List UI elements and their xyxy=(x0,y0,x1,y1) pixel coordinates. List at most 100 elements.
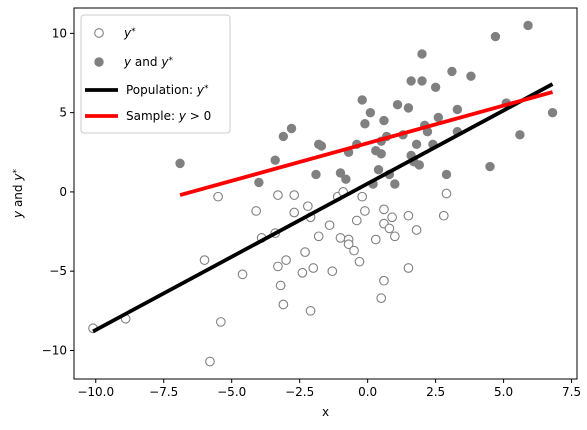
observed-point-19 xyxy=(376,149,386,159)
observed-point-47 xyxy=(515,130,525,140)
latent-point-10 xyxy=(273,190,283,200)
observed-point-33 xyxy=(417,49,427,59)
observed-point-7 xyxy=(316,141,327,151)
x-tick-label-6: 5.0 xyxy=(494,385,513,399)
lines-layer xyxy=(92,82,554,334)
legend-label-population: Population: y* xyxy=(126,83,209,97)
latent-point-48 xyxy=(441,188,452,199)
observed-point-32 xyxy=(417,76,427,86)
y-axis-label: y and y* xyxy=(11,169,25,219)
observed-point-4 xyxy=(286,123,297,134)
latent-point-47 xyxy=(438,210,449,221)
legend-label-sample: Sample: y > 0 xyxy=(126,109,211,123)
observed-point-1 xyxy=(254,177,264,188)
latent-point-11 xyxy=(273,261,283,272)
observed-point-17 xyxy=(373,165,384,175)
x-tick-label-1: −7.5 xyxy=(149,385,178,399)
latent-point-3 xyxy=(205,356,215,367)
observed-point-45 xyxy=(490,31,501,42)
observed-point-0 xyxy=(175,158,185,169)
x-axis-label: x xyxy=(322,405,329,419)
latent-point-35 xyxy=(360,206,370,216)
y-tick-label-2: 0 xyxy=(59,185,67,199)
observed-point-26 xyxy=(403,103,414,113)
latent-point-30 xyxy=(343,239,354,250)
observed-point-27 xyxy=(406,76,416,86)
observed-point-30 xyxy=(411,139,422,150)
latent-point-40 xyxy=(379,204,389,215)
y-ticks: −10 −5 0 5 10 xyxy=(42,26,74,357)
observed-point-13 xyxy=(360,119,370,129)
plot-frame xyxy=(73,7,578,380)
x-tick-label-0: −10.0 xyxy=(77,385,114,399)
observed-point-14 xyxy=(365,107,376,118)
latent-point-41 xyxy=(384,223,395,234)
latent-point-15 xyxy=(289,190,300,200)
latent-point-18 xyxy=(300,247,310,258)
observed-point-44 xyxy=(485,161,495,172)
latent-point-31 xyxy=(349,245,359,256)
observed-point-38 xyxy=(433,112,444,123)
latent-point-32 xyxy=(351,215,362,226)
latent-point-16 xyxy=(289,207,300,218)
latent-point-23 xyxy=(313,231,324,242)
x-tick-label-7: 7.5 xyxy=(562,385,581,399)
observed-point-24 xyxy=(392,100,403,110)
observed-point-20 xyxy=(379,115,389,126)
sample-line xyxy=(179,90,554,197)
observed-point-8 xyxy=(335,168,346,178)
latent-point-12 xyxy=(275,280,286,291)
observed-point-23 xyxy=(390,179,400,189)
latent-point-6 xyxy=(237,269,248,280)
latent-point-43 xyxy=(389,231,400,242)
observed-point-3 xyxy=(278,131,289,142)
legend-marker-observed xyxy=(94,57,104,67)
latent-point-34 xyxy=(357,191,368,202)
latent-point-25 xyxy=(327,266,338,277)
latent-point-13 xyxy=(278,299,289,310)
latent-point-42 xyxy=(387,212,397,223)
x-tick-label-5: 2.5 xyxy=(426,385,445,399)
latent-point-24 xyxy=(324,220,335,231)
observed-point-9 xyxy=(341,174,351,184)
y-tick-label-4: 10 xyxy=(52,26,67,40)
observed-point-42 xyxy=(452,104,463,115)
y-tick-label-0: −10 xyxy=(42,343,67,357)
observed-point-31 xyxy=(414,160,425,170)
latent-point-19 xyxy=(302,201,313,212)
latent-point-45 xyxy=(403,210,414,221)
latent-point-20 xyxy=(305,305,316,316)
latent-point-33 xyxy=(354,256,365,267)
latent-point-17 xyxy=(297,267,308,278)
legend-marker-latent xyxy=(94,28,104,38)
observed-point-48 xyxy=(523,20,533,31)
x-tick-label-2: −5.0 xyxy=(217,385,246,399)
latent-point-46 xyxy=(411,225,422,235)
latent-point-37 xyxy=(376,293,387,303)
population-line xyxy=(92,82,554,334)
observed-point-49 xyxy=(547,107,558,118)
legend-box xyxy=(80,14,231,134)
legend: y* y and y* Population: y* Sample: y > 0 xyxy=(80,14,231,134)
latent-point-14 xyxy=(281,255,291,265)
latent-point-2 xyxy=(199,255,210,265)
latent-point-7 xyxy=(251,206,262,216)
latent-point-36 xyxy=(370,234,381,245)
x-tick-label-3: −2.5 xyxy=(285,385,314,399)
observed-point-5 xyxy=(311,169,321,180)
observed-point-37 xyxy=(430,82,441,92)
x-ticks: −10.0 −7.5 −5.0 −2.5 0.0 2.5 5.0 7.5 xyxy=(77,379,581,399)
legend-label-observed: y and y* xyxy=(123,55,173,69)
observed-point-2 xyxy=(270,155,280,165)
latent-point-38 xyxy=(379,275,389,286)
latent-point-44 xyxy=(403,263,414,273)
observed-point-39 xyxy=(441,169,452,180)
y-tick-label-1: −5 xyxy=(49,264,67,278)
latent-point-5 xyxy=(215,317,226,327)
x-tick-label-4: 0.0 xyxy=(358,385,377,399)
latent-point-4 xyxy=(213,191,223,202)
observed-point-12 xyxy=(357,95,367,105)
latent-point-22 xyxy=(308,263,319,273)
observed-point-43 xyxy=(466,71,476,81)
